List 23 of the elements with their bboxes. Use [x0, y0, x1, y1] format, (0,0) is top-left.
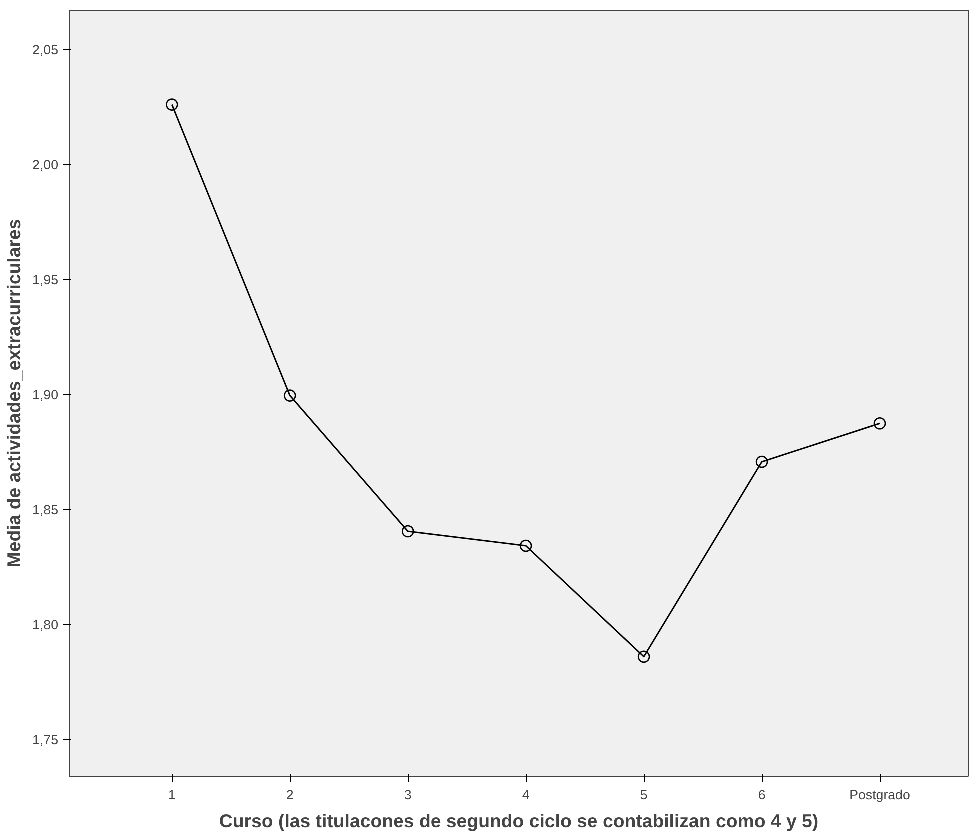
y-tick-label: 2,05 — [32, 42, 59, 58]
x-tick-label: 1 — [168, 788, 176, 802]
point — [284, 390, 296, 402]
point — [520, 540, 532, 552]
y-tick-label: 1,85 — [32, 502, 59, 518]
x-tick-label: Postgrado — [850, 788, 910, 802]
point — [166, 98, 178, 111]
y-axis-title: Media de actividades_extracurriculares — [4, 219, 25, 568]
y-tick-label: 1,80 — [32, 618, 59, 633]
x-tick-label: 4 — [522, 788, 530, 802]
x-tick-label: 2 — [286, 788, 294, 802]
x-tick-label: 3 — [404, 788, 412, 802]
point — [874, 417, 886, 430]
x-axis-title: Curso (las titulacones de segundo ciclo se contabilizan como 4 y 5) — [219, 810, 819, 832]
point — [638, 650, 650, 664]
y-tick-label: 1,90 — [32, 388, 59, 403]
point — [756, 456, 768, 468]
y-tick-label: 1,75 — [32, 732, 59, 748]
x-tick-label: 6 — [758, 788, 766, 802]
y-tick-label: 1,95 — [32, 272, 59, 288]
point — [402, 525, 414, 538]
x-tick-label: 5 — [640, 788, 648, 802]
y-tick-label: 2,00 — [32, 158, 59, 173]
